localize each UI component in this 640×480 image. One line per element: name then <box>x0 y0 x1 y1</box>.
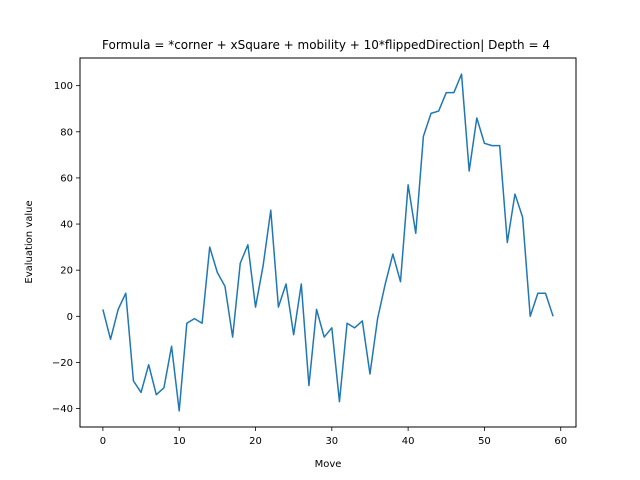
y-axis: −40 −20 0 20 40 60 80 100 <box>52 81 80 415</box>
y-tick-label: 20 <box>60 266 73 277</box>
x-axis-label: Move <box>315 459 342 470</box>
x-axis: 0 10 20 30 40 50 60 <box>100 427 567 447</box>
plot-area <box>102 73 554 412</box>
x-tick-label: 10 <box>173 436 186 447</box>
axes-frame <box>79 57 577 428</box>
x-tick-label: 30 <box>325 436 338 447</box>
y-tick-label: 0 <box>67 312 73 323</box>
y-tick-label: 60 <box>60 173 73 184</box>
x-tick-label: 0 <box>100 436 106 447</box>
y-tick-label: −20 <box>52 358 73 369</box>
y-tick-label: 40 <box>60 220 73 231</box>
chart-title: Formula = *corner + xSquare + mobility +… <box>102 38 550 52</box>
x-tick-label: 20 <box>249 436 262 447</box>
y-axis-label: Evaluation value <box>24 200 35 283</box>
x-tick-label: 40 <box>402 436 415 447</box>
x-tick-label: 60 <box>554 436 567 447</box>
x-tick-label: 50 <box>478 436 491 447</box>
y-tick-label: 100 <box>54 81 73 92</box>
y-tick-label: 80 <box>60 127 73 138</box>
series-line-0 <box>102 73 554 412</box>
y-tick-label: −40 <box>52 404 73 415</box>
